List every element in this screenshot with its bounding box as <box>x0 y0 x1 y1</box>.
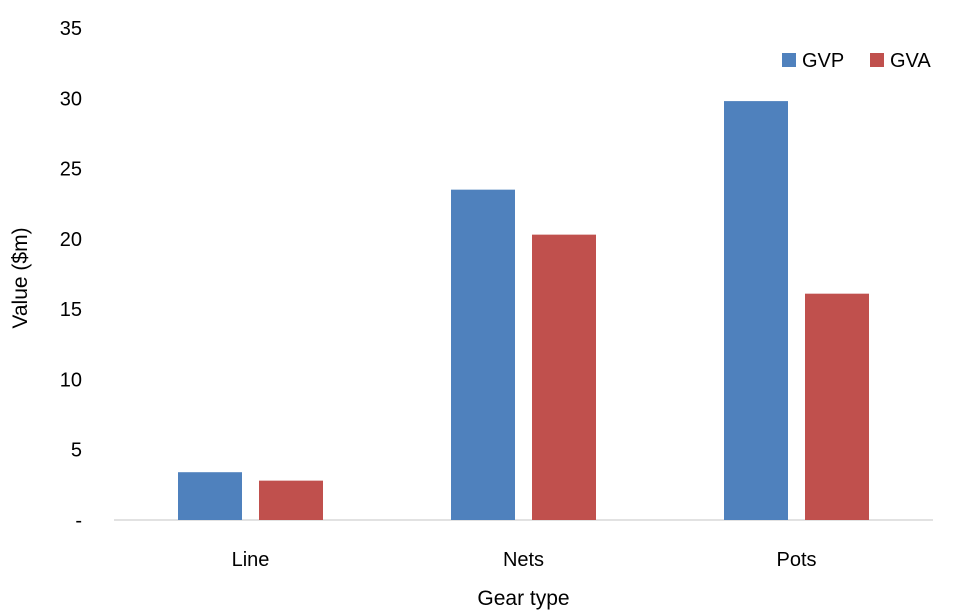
x-tick-label: Line <box>232 549 270 571</box>
bar-gvp-pots <box>724 101 788 521</box>
x-tick-label: Nets <box>503 549 544 571</box>
legend: GVP GVA <box>782 50 931 72</box>
y-tick-label: 15 <box>60 299 82 321</box>
legend-swatch-gva <box>870 53 884 67</box>
y-tick-label: 35 <box>60 18 82 40</box>
x-tick-label: Pots <box>776 549 816 571</box>
bar-gva-line <box>259 480 323 520</box>
legend-swatch-gvp <box>782 53 796 67</box>
bar-gvp-line <box>178 472 242 520</box>
y-tick-label: 30 <box>60 88 82 110</box>
x-axis-ticks: Line Nets Pots <box>232 549 817 571</box>
bar-gva-nets <box>532 234 596 520</box>
bar-gvp-nets <box>451 189 515 520</box>
bars <box>178 101 869 521</box>
y-tick-label: 10 <box>60 369 82 391</box>
legend-label-gvp: GVP <box>802 50 844 72</box>
x-axis-title: Gear type <box>477 587 569 610</box>
y-tick-label: 20 <box>60 229 82 251</box>
y-tick-label: 25 <box>60 159 82 181</box>
bar-gva-pots <box>805 293 869 520</box>
y-tick-label: 5 <box>71 440 82 462</box>
y-tick-label: - <box>75 510 82 532</box>
y-axis-ticks: - 5 10 15 20 25 30 35 <box>60 18 82 532</box>
legend-label-gva: GVA <box>890 50 931 72</box>
y-axis-title: Value ($m) <box>9 227 32 328</box>
